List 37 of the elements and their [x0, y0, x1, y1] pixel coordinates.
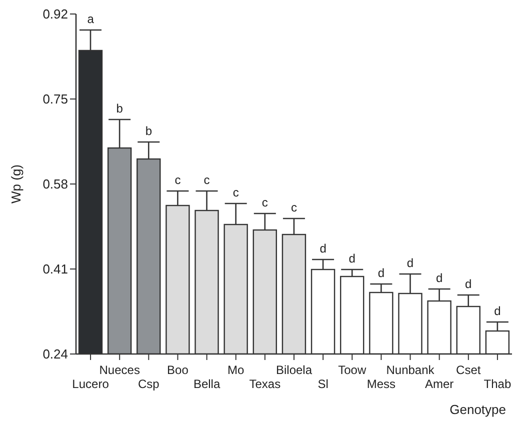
x-tick-label: Csp: [138, 377, 160, 391]
x-axis-title: Genotype: [450, 402, 506, 417]
y-tick-label: 0.58: [42, 176, 68, 192]
annotation: c: [174, 173, 181, 187]
x-tick-label: Mess: [366, 377, 396, 391]
annotation: b: [145, 124, 152, 138]
y-tick-label: 0.41: [42, 262, 68, 277]
annotation: d: [378, 266, 385, 280]
x-tick-label: Toow: [338, 363, 366, 377]
x-tick-label: Amer: [424, 377, 454, 391]
x-tick-label: Cset: [456, 363, 482, 377]
x-tick-label: Texas: [249, 377, 281, 391]
annotation: c: [291, 200, 297, 214]
x-tick-label: Sl: [318, 377, 328, 391]
annotation: d: [406, 256, 414, 270]
x-tick-label: Bella: [193, 377, 220, 391]
annotation: d: [348, 252, 356, 266]
y-tick-label: 0.24: [42, 346, 68, 362]
annotation: a: [87, 12, 94, 26]
annotation: d: [320, 242, 326, 256]
annotation: b: [116, 102, 124, 116]
x-tick-label: Nueces: [99, 363, 140, 377]
x-tick-label: Lucero: [72, 377, 110, 391]
x-tick-label: Nunbank: [386, 363, 436, 377]
y-tick-label: 0.75: [42, 92, 68, 107]
x-tick-label: Biloela: [276, 363, 312, 377]
y-tick-label: 0.92: [42, 6, 68, 22]
y-axis-title: Wp (g): [8, 164, 24, 204]
annotation: d: [494, 304, 501, 318]
annotation: d: [436, 271, 443, 285]
annotation: c: [262, 196, 268, 210]
annotation: d: [465, 277, 472, 291]
x-tick-label: Boo: [167, 363, 189, 377]
x-tick-label: Thab: [484, 377, 512, 391]
annotation: c: [232, 186, 239, 200]
x-tick-label: Mo: [228, 363, 245, 377]
annotation: c: [204, 173, 210, 187]
